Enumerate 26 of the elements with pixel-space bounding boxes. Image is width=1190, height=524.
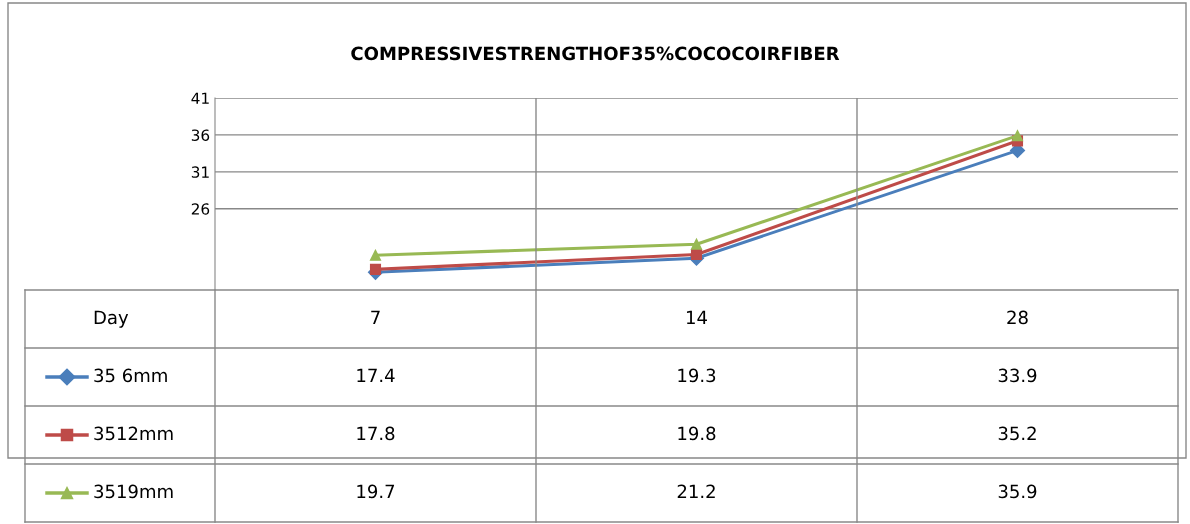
legend-label: 35 6mm — [94, 368, 167, 383]
data-label: 19.3 — [678, 368, 716, 383]
data-label: 19.8 — [678, 426, 716, 441]
data-label: 19.7 — [357, 484, 395, 499]
y-tick-label: 36 — [191, 129, 210, 141]
x-axis-title: Day — [94, 310, 129, 328]
point — [690, 248, 703, 261]
x-tick-label: 7 — [371, 310, 380, 324]
data-label: 21.2 — [677, 484, 715, 498]
x-tick-label: 28 — [1007, 310, 1028, 325]
point — [369, 249, 382, 261]
point — [369, 263, 382, 275]
point — [690, 238, 703, 250]
y-tick-label: 31 — [191, 166, 209, 178]
point — [1011, 130, 1024, 142]
data-label: 17.4 — [357, 368, 395, 382]
data-label: 17.8 — [357, 426, 395, 441]
x-tick-label: 14 — [687, 310, 707, 324]
data-label: 35.9 — [998, 484, 1037, 499]
legend-label: 3519mm — [94, 484, 173, 499]
data-label: 35.2 — [998, 426, 1036, 441]
y-tick-label: 26 — [191, 203, 210, 215]
y-tick-label: 41 — [191, 92, 209, 104]
chart-title: COMPRESSIVESTRENGTHOF35%COCOCOIRFIBER — [351, 46, 840, 61]
legend-label: 3512mm — [94, 426, 173, 441]
data-label: 33.9 — [998, 368, 1037, 383]
